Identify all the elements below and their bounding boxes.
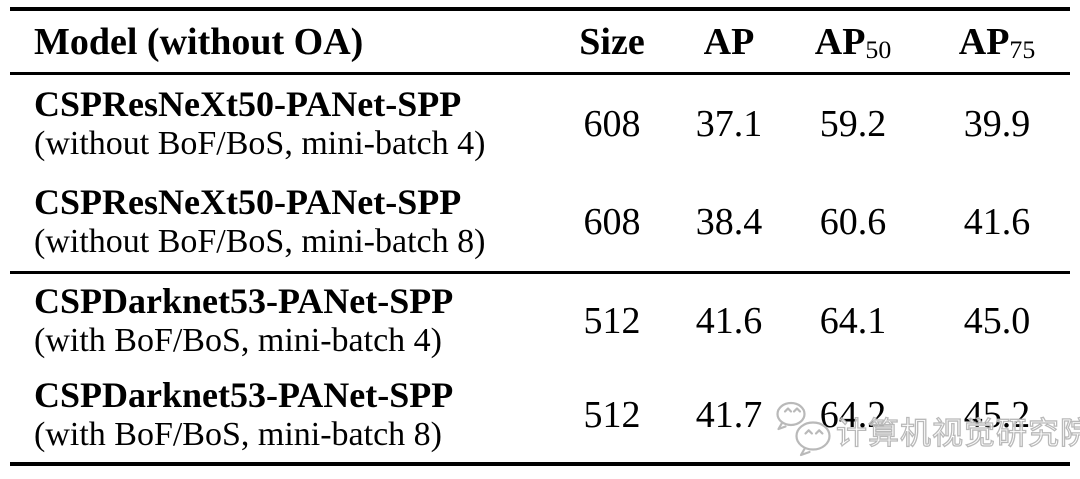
header-ap50-sub: 50 [865, 35, 892, 65]
model-detail: (with BoF/BoS, mini-batch 8) [34, 416, 442, 453]
model-cell: CSPDarknet53-PANet-SPP (with BoF/BoS, mi… [10, 376, 548, 454]
table-header-row: Model (without OA) Size AP AP50 AP75 [10, 11, 1070, 72]
model-name: CSPDarknet53-PANet-SPP [34, 375, 454, 415]
header-ap75-base: AP [958, 20, 1010, 63]
table-row: CSPDarknet53-PANet-SPP (with BoF/BoS, mi… [10, 368, 1070, 462]
table-group-cspdarknet: CSPDarknet53-PANet-SPP (with BoF/BoS, mi… [10, 274, 1070, 462]
ap75-value: 39.9 [963, 103, 1031, 145]
model-name: CSPResNeXt50-PANet-SPP [34, 182, 462, 222]
header-ap50-base: AP [814, 20, 866, 63]
size-value: 512 [583, 300, 641, 342]
model-detail: (without BoF/BoS, mini-batch 8) [34, 223, 486, 260]
table-row: CSPResNeXt50-PANet-SPP (without BoF/BoS,… [10, 75, 1070, 173]
header-size: Size [579, 20, 645, 63]
ap75-value: 41.6 [963, 201, 1031, 243]
header-separator-rule [10, 72, 1070, 75]
table-row: CSPResNeXt50-PANet-SPP (without BoF/BoS,… [10, 173, 1070, 271]
ap-value: 41.6 [695, 300, 763, 342]
ap-value: 37.1 [695, 103, 763, 145]
header-ap75: AP75 [924, 20, 1070, 65]
table-top-rule [10, 7, 1070, 11]
model-detail: (with BoF/BoS, mini-batch 4) [34, 322, 442, 359]
header-ap: AP [703, 20, 755, 63]
ap50-value: 64.1 [819, 300, 887, 342]
table-row: CSPDarknet53-PANet-SPP (with BoF/BoS, mi… [10, 274, 1070, 368]
header-ap50: AP50 [782, 20, 924, 65]
size-value: 608 [583, 201, 641, 243]
model-name: CSPResNeXt50-PANet-SPP [34, 84, 462, 124]
ap75-value: 45.2 [963, 394, 1031, 436]
ap50-value: 60.6 [819, 201, 887, 243]
ap50-value: 64.2 [819, 394, 887, 436]
model-cell: CSPResNeXt50-PANet-SPP (without BoF/BoS,… [10, 183, 548, 261]
ap-value: 38.4 [695, 201, 763, 243]
ap75-value: 45.0 [963, 300, 1031, 342]
header-ap75-sub: 75 [1009, 35, 1036, 65]
header-model: Model (without OA) [34, 20, 364, 63]
model-cell: CSPDarknet53-PANet-SPP (with BoF/BoS, mi… [10, 282, 548, 360]
group-separator-rule [10, 271, 1070, 274]
table-bottom-rule [10, 462, 1070, 466]
model-detail: (without BoF/BoS, mini-batch 4) [34, 125, 486, 162]
model-name: CSPDarknet53-PANet-SPP [34, 281, 454, 321]
ap50-value: 59.2 [819, 103, 887, 145]
table-group-cspresnext: CSPResNeXt50-PANet-SPP (without BoF/BoS,… [10, 75, 1070, 271]
model-cell: CSPResNeXt50-PANet-SPP (without BoF/BoS,… [10, 85, 548, 163]
size-value: 608 [583, 103, 641, 145]
ap-value: 41.7 [695, 394, 763, 436]
results-table: Model (without OA) Size AP AP50 AP75 CSP… [10, 7, 1070, 466]
size-value: 512 [583, 394, 641, 436]
